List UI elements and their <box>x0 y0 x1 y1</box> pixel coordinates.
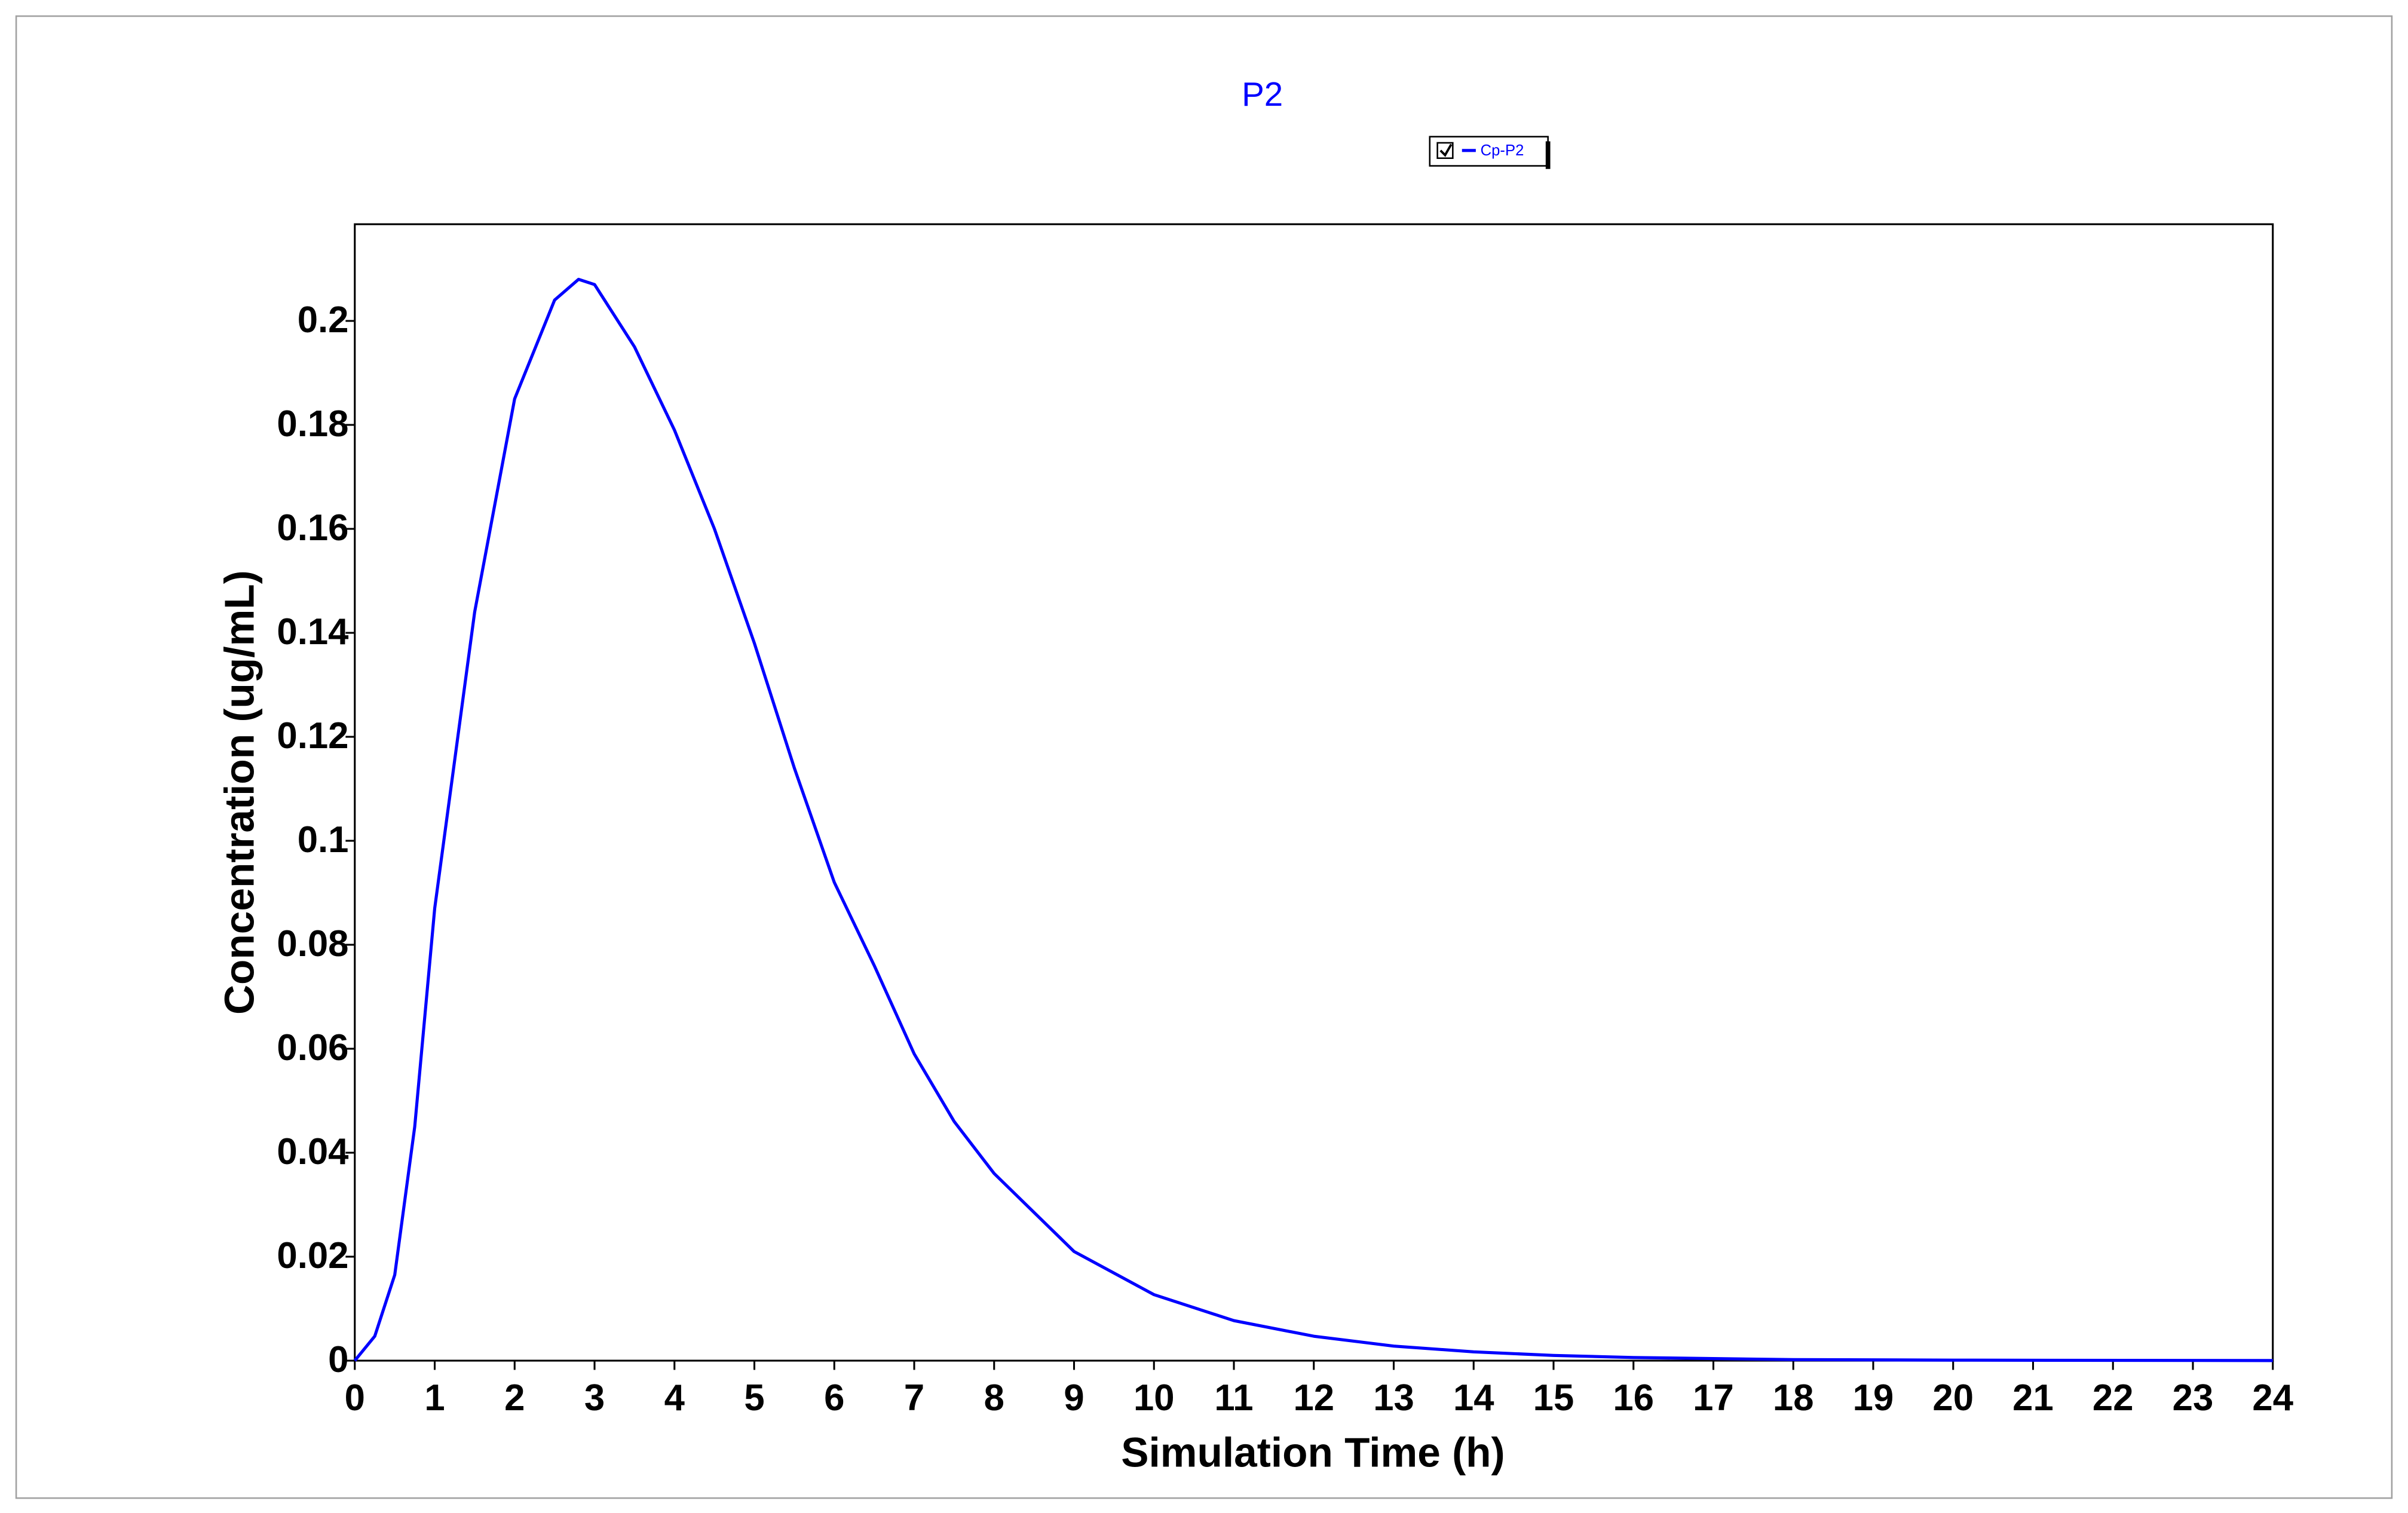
x-tick-label: 0 <box>345 1377 365 1419</box>
x-tick-label: 3 <box>584 1377 605 1419</box>
y-axis-title: Concentration (ug/mL) <box>216 570 262 1015</box>
x-tick-label: 21 <box>2012 1377 2054 1419</box>
x-tick-label: 14 <box>1453 1377 1494 1419</box>
x-tick-label: 2 <box>504 1377 525 1419</box>
frame <box>15 15 2393 1499</box>
plot-area <box>354 223 2274 1362</box>
y-tick-label: 0.08 <box>277 923 348 964</box>
x-tick-label: 7 <box>904 1377 924 1419</box>
y-tick-label: 0.02 <box>277 1235 348 1276</box>
x-tick-label: 24 <box>2252 1377 2293 1419</box>
x-tick-label: 20 <box>1932 1377 1974 1419</box>
y-tick-label: 0.1 <box>298 819 349 860</box>
x-tick-label: 16 <box>1613 1377 1654 1419</box>
x-tick-label: 10 <box>1133 1377 1175 1419</box>
x-tick-label: 4 <box>664 1377 685 1419</box>
legend-label: Cp-P2 <box>1481 142 1524 159</box>
x-tick-label: 8 <box>984 1377 1004 1419</box>
x-tick-label: 5 <box>744 1377 764 1419</box>
y-tick-label: 0.14 <box>277 611 348 653</box>
x-tick-label: 11 <box>1214 1377 1253 1419</box>
x-tick-label: 17 <box>1693 1377 1734 1419</box>
x-tick-label: 22 <box>2093 1377 2134 1419</box>
x-tick-label: 9 <box>1064 1377 1084 1419</box>
y-tick-label: 0.16 <box>277 507 348 549</box>
y-tick-label: 0.12 <box>277 715 348 756</box>
x-axis-title: Simulation Time (h) <box>1121 1429 1505 1476</box>
x-tick-label: 12 <box>1293 1377 1334 1419</box>
chart-title: P2 <box>1242 75 1283 113</box>
x-tick-label: 18 <box>1773 1377 1814 1419</box>
series-line <box>353 277 2273 1362</box>
x-tick-label: 6 <box>824 1377 844 1419</box>
x-tick-label: 19 <box>1853 1377 1894 1419</box>
y-tick-label: 0.2 <box>298 299 349 341</box>
x-tick-label: 15 <box>1533 1377 1574 1419</box>
x-tick-label: 13 <box>1373 1377 1414 1419</box>
x-tick-label: 1 <box>424 1377 445 1419</box>
legend-checkbox[interactable] <box>1436 142 1454 159</box>
y-tick-label: 0.04 <box>277 1131 348 1172</box>
x-tick-label: 23 <box>2173 1377 2214 1419</box>
y-tick-label: 0.18 <box>277 403 348 445</box>
y-tick-label: 0.06 <box>277 1027 348 1068</box>
y-tick-label: 0 <box>328 1339 348 1380</box>
checkmark <box>1439 143 1453 157</box>
legend: Cp-P2 <box>1429 136 1551 169</box>
